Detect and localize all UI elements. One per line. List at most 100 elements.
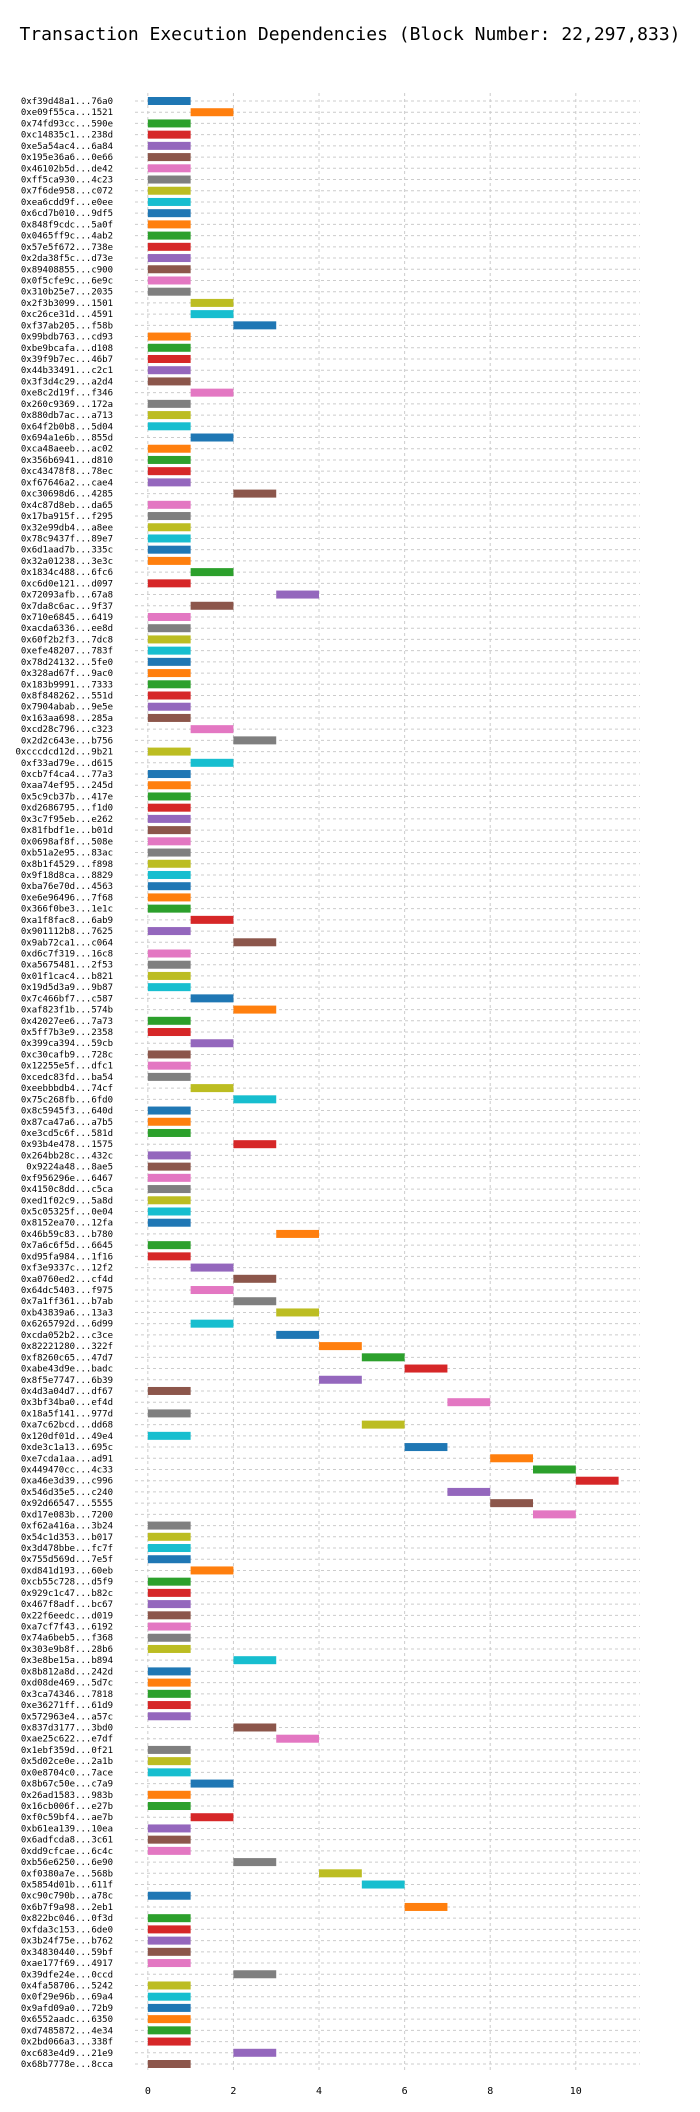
y-tick-label: 0xed1f02c9...5a8d (21, 1196, 113, 1206)
dependency-bar (147, 1162, 191, 1171)
dependency-bar (147, 1050, 191, 1059)
dependency-bar (147, 826, 191, 835)
dependency-bar (147, 231, 191, 240)
y-tick-label: 0xacda6336...ee8d (21, 624, 113, 634)
dependency-bar (147, 545, 191, 554)
y-tick-label: 0x2bd066a3...338f (21, 2038, 113, 2048)
y-tick-label: 0x16cb006f...e27b (21, 1802, 113, 1812)
dependency-bar (276, 1330, 320, 1339)
dependency-bar (404, 1443, 448, 1452)
y-tick-label: 0x880db7ac...a713 (21, 411, 113, 421)
y-tick-label: 0xf37ab205...f58b (21, 321, 113, 331)
y-tick-label: 0x6adfcda8...3c61 (21, 1836, 113, 1846)
y-tick-label: 0xefe48207...783f (21, 647, 113, 657)
dependency-bar (233, 1274, 277, 1283)
dependency-bar (190, 310, 234, 319)
y-tick-label: 0x9afd09a0...72b9 (21, 2004, 113, 2014)
dependency-bar (147, 1914, 191, 1923)
dependency-bar (147, 1061, 191, 1070)
y-tick-label: 0x22f6eedc...d019 (21, 1611, 113, 1621)
y-tick-label: 0xa1f8fac8...6ab9 (21, 916, 113, 926)
y-tick-label: 0xf67646a2...cae4 (21, 478, 113, 488)
dependency-bar (276, 590, 320, 599)
dependency-bar (147, 949, 191, 958)
dependency-bar (147, 287, 191, 296)
y-tick-label: 0x32a01238...3e3c (21, 557, 113, 567)
y-tick-label: 0x7f6de958...c072 (21, 187, 113, 197)
y-tick-label: 0x17ba915f...f295 (21, 512, 113, 522)
dependency-bar (147, 164, 191, 173)
dependency-bar (190, 758, 234, 767)
y-tick-label: 0x6b7f9a98...2eb1 (21, 1903, 113, 1913)
dependency-bar (190, 108, 234, 117)
y-tick-label: 0x93b4e478...1575 (21, 1140, 113, 1150)
y-tick-label: 0x5854d01b...611f (21, 1881, 113, 1891)
dependency-bar (147, 1712, 191, 1721)
dependency-bar (147, 411, 191, 420)
y-tick-label: 0xa46e3d39...c996 (21, 1477, 113, 1487)
y-tick-label: 0xc30698d6...4285 (21, 490, 113, 500)
dependency-bar (147, 2015, 191, 2024)
y-tick-label: 0x78d24132...5fe0 (21, 658, 113, 668)
y-tick-label: 0x694a1e6b...855d (21, 434, 113, 444)
dependency-bar (319, 1869, 362, 1878)
dependency-bar (147, 1802, 191, 1811)
dependency-bar (233, 1656, 277, 1665)
y-tick-label: 0xdd9cfcae...6c4c (21, 1847, 113, 1857)
dependency-bar (147, 119, 191, 128)
dependency-bar (147, 1016, 191, 1025)
dependency-bar (147, 197, 191, 206)
y-tick-label: 0x366f0be3...1e1c (21, 905, 113, 915)
dependency-bar (147, 467, 191, 476)
dependency-bar (190, 1813, 234, 1822)
y-tick-label: 0x195e36a6...0e66 (21, 153, 113, 163)
dependency-bar (147, 1925, 191, 1934)
dependency-bar (147, 1173, 191, 1182)
dependency-bar (147, 141, 191, 150)
dependency-bar (147, 669, 191, 678)
y-tick-label: 0xc14835c1...238d (21, 131, 113, 141)
y-tick-label: 0x75c268fb...6fd0 (21, 1095, 113, 1105)
y-tick-label: 0x18a5f141...977d (21, 1409, 113, 1419)
dependency-bar (147, 1521, 191, 1530)
y-tick-label: 0xd08de469...5d7c (21, 1679, 113, 1689)
dependency-bar (233, 489, 277, 498)
dependency-bar (147, 1386, 191, 1395)
y-tick-label: 0xf956296e...6467 (21, 1174, 113, 1184)
dependency-bar (233, 1858, 277, 1867)
dependency-bar (147, 882, 191, 891)
y-tick-label: 0x546d35e5...c240 (21, 1488, 113, 1498)
dependency-bar (404, 1364, 448, 1373)
dependency-bar (147, 747, 191, 756)
dependency-bar (147, 343, 191, 352)
x-tick-label: 6 (402, 2086, 408, 2097)
y-tick-label: 0x572963e4...a57c (21, 1712, 113, 1722)
y-tick-label: 0x4fa58706...5242 (21, 1981, 113, 1991)
y-tick-label: 0x2f3b3099...1501 (21, 299, 113, 309)
y-tick-label: 0xa5675481...2f53 (21, 961, 113, 971)
dependency-bar (147, 1768, 191, 1777)
dependency-bar (147, 1745, 191, 1754)
x-tick-label: 10 (570, 2086, 582, 2097)
y-tick-label: 0x0e8704c0...7ace (21, 1768, 113, 1778)
dependency-bar (147, 1128, 191, 1137)
y-tick-label: 0xfda3c153...6de0 (21, 1925, 113, 1935)
y-tick-label: 0x68b7778e...8cca (21, 2060, 113, 2070)
dependency-bar (533, 1465, 576, 1474)
dependency-bar (404, 1902, 448, 1911)
y-tick-label: 0x60f2b2f3...7dc8 (21, 635, 113, 645)
dependency-bar (190, 433, 234, 442)
dependency-bar (233, 1297, 277, 1306)
y-tick-label: 0xaa74ef95...245d (21, 781, 113, 791)
y-tick-label: 0x3ca74346...7818 (21, 1690, 113, 1700)
dependency-bar (147, 770, 191, 779)
y-tick-label: 0xcd28c796...c323 (21, 725, 113, 735)
y-tick-label: 0xcb55c728...d5f9 (21, 1578, 113, 1588)
dependency-bar (190, 601, 234, 610)
dependency-bar (233, 1723, 277, 1732)
dependency-bar (147, 1981, 191, 1990)
dependency-bar (147, 870, 191, 879)
dependency-bar (147, 1252, 191, 1261)
y-tick-label: 0x9ab72ca1...c064 (21, 938, 113, 948)
dependency-bar (190, 298, 234, 307)
